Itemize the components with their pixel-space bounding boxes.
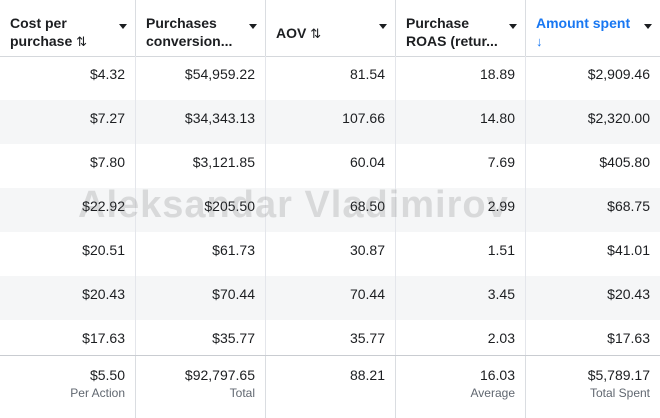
total-value: 16.03 xyxy=(479,367,515,383)
column-header-aov[interactable]: AOV ⇅ xyxy=(266,0,396,56)
table-row: $22.92 $205.50 68.50 2.99 $68.75 xyxy=(0,188,660,232)
cell-cost-per-purchase: $20.51 xyxy=(0,232,136,276)
header-label: Amount spent xyxy=(536,15,631,31)
cell-amount-spent: $41.01 xyxy=(607,242,650,258)
cell-purchases-conversion: $35.77 xyxy=(136,320,266,355)
cell-aov: 60.04 xyxy=(266,144,396,188)
cell-amount-spent: $17.63 xyxy=(607,330,650,346)
chevron-down-icon[interactable] xyxy=(249,24,257,29)
cell-aov: 107.66 xyxy=(266,100,396,144)
sort-icon[interactable]: ⇅ xyxy=(310,26,322,41)
cell-cost-per-purchase: $17.63 xyxy=(0,320,136,355)
column-header-cost-per-purchase[interactable]: Cost per purchase ⇅ xyxy=(0,0,136,56)
chevron-down-icon[interactable] xyxy=(379,24,387,29)
table-row: $20.43 $70.44 70.44 3.45 $20.43 xyxy=(0,276,660,320)
table-header: Cost per purchase ⇅ Purchases conversion… xyxy=(0,0,660,57)
column-header-purchase-roas[interactable]: Purchase ROAS (retur... xyxy=(396,0,526,56)
total-label: Per Action xyxy=(70,386,125,400)
total-aov: 88.21 xyxy=(266,356,396,418)
total-value: 88.21 xyxy=(349,367,385,383)
cell-roas: 7.69 xyxy=(396,144,526,188)
cell-purchases-conversion: $70.44 xyxy=(136,276,266,320)
sort-desc-icon[interactable]: ↓ xyxy=(536,34,543,49)
cell-amount-spent: $2,320.00 xyxy=(587,110,650,126)
table-row: $4.32 $54,959.22 81.54 18.89 $2,909.46 xyxy=(0,56,660,100)
cell-roas: 3.45 xyxy=(396,276,526,320)
total-value: $5.50 xyxy=(89,367,125,383)
total-value: $92,797.65 xyxy=(184,367,255,383)
total-label: Total xyxy=(229,386,255,400)
total-amount-spent: $5,789.17 Total Spent xyxy=(526,356,660,418)
cell-aov: 35.77 xyxy=(266,320,396,355)
cell-aov: 68.50 xyxy=(266,188,396,232)
cell-aov: 30.87 xyxy=(266,232,396,276)
cell-purchases-conversion: $54,959.22 xyxy=(136,56,266,100)
header-label: Purchase xyxy=(406,15,470,31)
column-header-amount-spent[interactable]: Amount spent ↓ xyxy=(526,0,660,56)
cell-aov: 70.44 xyxy=(266,276,396,320)
cell-amount-spent: $20.43 xyxy=(607,286,650,302)
cell-cost-per-purchase: $22.92 xyxy=(0,188,136,232)
cell-roas: 2.03 xyxy=(396,320,526,355)
cell-roas: 2.99 xyxy=(396,188,526,232)
cell-cost-per-purchase: $7.80 xyxy=(0,144,136,188)
total-cost-per-purchase: $5.50 Per Action xyxy=(0,356,136,418)
header-label: Cost per xyxy=(10,15,67,31)
cell-purchases-conversion: $34,343.13 xyxy=(136,100,266,144)
cell-purchases-conversion: $61.73 xyxy=(136,232,266,276)
cell-amount-spent: $2,909.46 xyxy=(587,66,650,82)
table-row: $20.51 $61.73 30.87 1.51 $41.01 xyxy=(0,232,660,276)
column-header-purchases-conversion[interactable]: Purchases conversion... xyxy=(136,0,266,56)
table-row: $7.27 $34,343.13 107.66 14.80 $2,320.00 xyxy=(0,100,660,144)
watermark-text: Aleksandar Vladimirov xyxy=(78,184,509,226)
cell-roas: 18.89 xyxy=(396,56,526,100)
header-label: ROAS (retur... xyxy=(406,33,498,49)
table-row: $7.80 $3,121.85 60.04 7.69 $405.80 xyxy=(0,144,660,188)
table-row: $17.63 $35.77 35.77 2.03 $17.63 xyxy=(0,320,660,355)
chevron-down-icon[interactable] xyxy=(509,24,517,29)
cell-aov: 81.54 xyxy=(266,56,396,100)
header-label: Purchases xyxy=(146,15,217,31)
cell-purchases-conversion: $205.50 xyxy=(136,188,266,232)
total-label: Total Spent xyxy=(589,386,650,400)
total-roas: 16.03 Average xyxy=(396,356,526,418)
header-label: conversion... xyxy=(146,33,233,49)
total-purchases-conversion: $92,797.65 Total xyxy=(136,356,266,418)
chevron-down-icon[interactable] xyxy=(644,24,652,29)
total-value: $5,789.17 xyxy=(587,367,650,383)
table-totals-row: $5.50 Per Action $92,797.65 Total 88.21 … xyxy=(0,355,660,418)
chevron-down-icon[interactable] xyxy=(119,24,127,29)
cell-roas: 1.51 xyxy=(396,232,526,276)
cell-cost-per-purchase: $7.27 xyxy=(0,100,136,144)
header-label: purchase xyxy=(10,33,73,49)
header-label: AOV xyxy=(276,25,307,41)
cell-amount-spent: $68.75 xyxy=(607,198,650,214)
sort-icon[interactable]: ⇅ xyxy=(76,34,88,49)
total-label: Average xyxy=(470,386,515,400)
cell-cost-per-purchase: $20.43 xyxy=(0,276,136,320)
cell-purchases-conversion: $3,121.85 xyxy=(136,144,266,188)
cell-roas: 14.80 xyxy=(396,100,526,144)
cell-cost-per-purchase: $4.32 xyxy=(0,56,136,100)
cell-amount-spent: $405.80 xyxy=(599,154,650,170)
